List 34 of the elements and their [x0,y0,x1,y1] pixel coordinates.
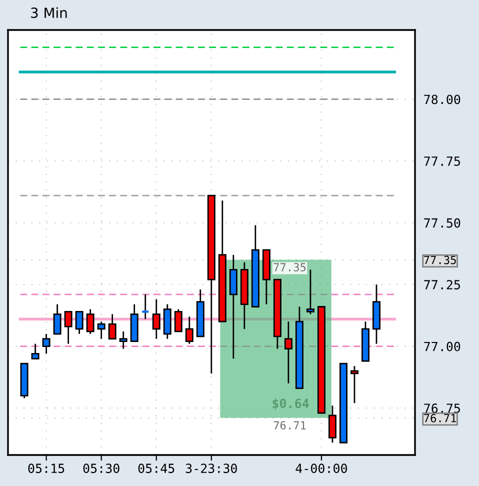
annotation: 76.71 [274,421,306,430]
candlestick [53,304,62,335]
y-tick-label: 76.71 [424,414,456,422]
x-tick-label: 05:30 [83,464,120,474]
candlestick [141,294,150,320]
candlestick [328,404,336,444]
candlestick [152,298,160,340]
band-label: $0.64 [272,398,309,410]
candlestick [174,308,182,332]
candlestick [350,365,358,404]
candlestick [284,320,292,384]
candlestick [42,333,50,354]
candlestick [75,310,84,335]
chart-title: 3 Min [31,7,67,18]
x-tick-label: 05:45 [138,464,174,474]
y-tick-label: 77.75 [424,156,460,166]
y-tick-label: 77.00 [424,342,460,352]
x-tick-label: 3-23:30 [186,464,237,474]
candlestick [185,316,194,345]
y-tick-label: 76.75 [424,404,460,414]
candlestick [306,268,314,315]
annotation: 77.35 [274,263,306,272]
y-tick-label: 77.35 [424,256,456,264]
y-tick-label: 77.25 [424,280,460,290]
x-tick-label: 4-00:00 [296,464,347,474]
candlestick [108,313,116,340]
candlestick [64,310,72,345]
candlestick [31,343,40,360]
y-tick-label: 78.00 [424,94,460,104]
y-tick-label: 77.50 [424,218,460,228]
candlestick [97,320,106,340]
candlestick [119,330,128,350]
candlestick [86,308,94,335]
x-tick-label: 05:15 [28,464,64,474]
